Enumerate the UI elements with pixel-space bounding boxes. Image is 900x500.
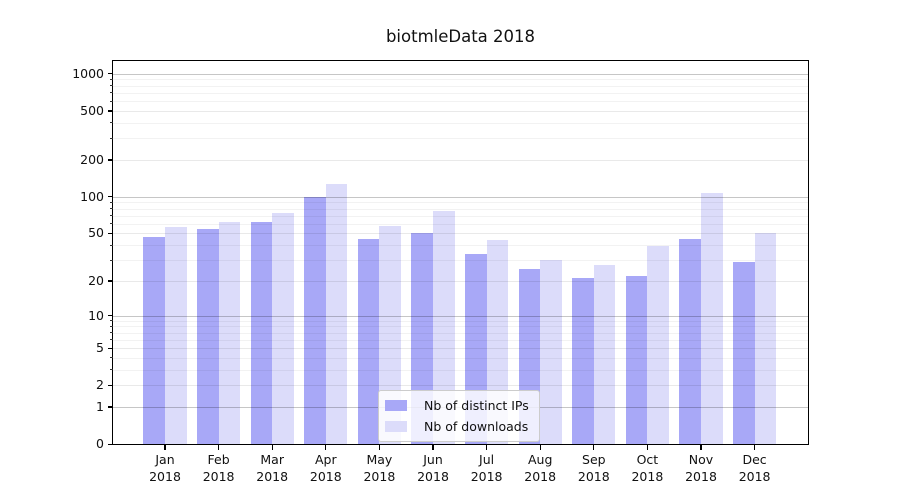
bar-downloads-oct	[647, 246, 670, 444]
bar-distinct-ips-mar	[250, 222, 273, 444]
xtick-mark-jul	[486, 445, 488, 450]
ytick-label-20: 20	[88, 272, 104, 288]
bar-downloads-dec	[754, 233, 777, 444]
xtick-label-aug: Aug 2018	[524, 452, 557, 484]
xtick-label-oct: Oct 2018	[631, 452, 664, 484]
xtick-mark-feb	[218, 445, 220, 450]
xtick-mark-sep	[593, 445, 595, 450]
bar-downloads-jan	[165, 227, 187, 444]
xtick-label-sep: Sep 2018	[577, 452, 610, 484]
ytick-label-500: 500	[80, 102, 104, 118]
bar-downloads-may	[379, 225, 402, 444]
xtick-label-jun: Jun 2018	[417, 452, 449, 484]
xtick-mark-may	[378, 445, 381, 450]
legend-item-downloads: Nb of downloads	[385, 419, 529, 434]
bar-distinct-ips-may	[357, 238, 380, 444]
bar-distinct-ips-dec	[732, 261, 755, 444]
ytick-label-200: 200	[80, 151, 104, 167]
legend: Nb of distinct IPs Nb of downloads	[378, 390, 540, 442]
ytick-label-2: 2	[96, 377, 104, 393]
xtick-mark-jan	[164, 445, 166, 450]
plot-area: Nb of distinct IPs Nb of downloads	[112, 60, 809, 445]
bar-distinct-ips-feb	[196, 229, 219, 444]
xtick-label-feb: Feb 2018	[202, 452, 235, 484]
bar-distinct-ips-jan	[143, 236, 165, 444]
xtick-mark-mar	[271, 445, 273, 450]
bar-downloads-mar	[272, 212, 294, 444]
ytick-label-5: 5	[96, 340, 104, 355]
xtick-label-mar: Mar 2018	[256, 452, 289, 484]
bars-layer	[113, 61, 808, 444]
legend-item-distinct-ips: Nb of distinct IPs	[385, 398, 529, 413]
legend-label-distinct-ips: Nb of distinct IPs	[424, 398, 529, 413]
xtick-label-apr: Apr 2018	[309, 452, 342, 484]
bar-distinct-ips-apr	[304, 196, 326, 444]
bar-downloads-apr	[325, 184, 348, 444]
ytick-label-100: 100	[80, 188, 104, 204]
xtick-label-may: May 2018	[363, 452, 396, 484]
xtick-mark-oct	[646, 445, 649, 450]
ytick-label-10: 10	[88, 307, 104, 323]
legend-label-downloads: Nb of downloads	[424, 419, 529, 434]
bar-downloads-feb	[218, 222, 241, 444]
bar-distinct-ips-oct	[625, 276, 648, 444]
bar-distinct-ips-nov	[679, 238, 701, 444]
xtick-label-dec: Dec 2018	[738, 452, 771, 484]
bar-downloads-aug	[540, 260, 562, 444]
xtick-mark-dec	[754, 445, 756, 450]
chart-title: biotmleData 2018	[385, 27, 536, 46]
bar-downloads-nov	[701, 192, 723, 444]
xtick-mark-nov	[700, 445, 702, 450]
bar-downloads-jun	[433, 211, 455, 444]
xtick-mark-jun	[432, 445, 434, 450]
bar-downloads-sep	[593, 265, 616, 444]
xtick-label-nov: Nov 2018	[685, 452, 717, 484]
xtick-label-jul: Jul 2018	[470, 452, 503, 484]
legend-swatch-distinct-ips	[385, 400, 407, 411]
xtick-mark-aug	[539, 445, 541, 450]
legend-swatch-downloads	[385, 421, 407, 432]
xtick-mark-apr	[325, 445, 327, 450]
ytick-label-0: 0	[96, 436, 104, 451]
bar-distinct-ips-sep	[572, 278, 594, 444]
ytick-label-1000: 1000	[72, 65, 104, 81]
ytick-label-1: 1	[96, 398, 104, 414]
xtick-label-jan: Jan 2018	[149, 452, 181, 484]
ytick-label-50: 50	[88, 225, 104, 241]
